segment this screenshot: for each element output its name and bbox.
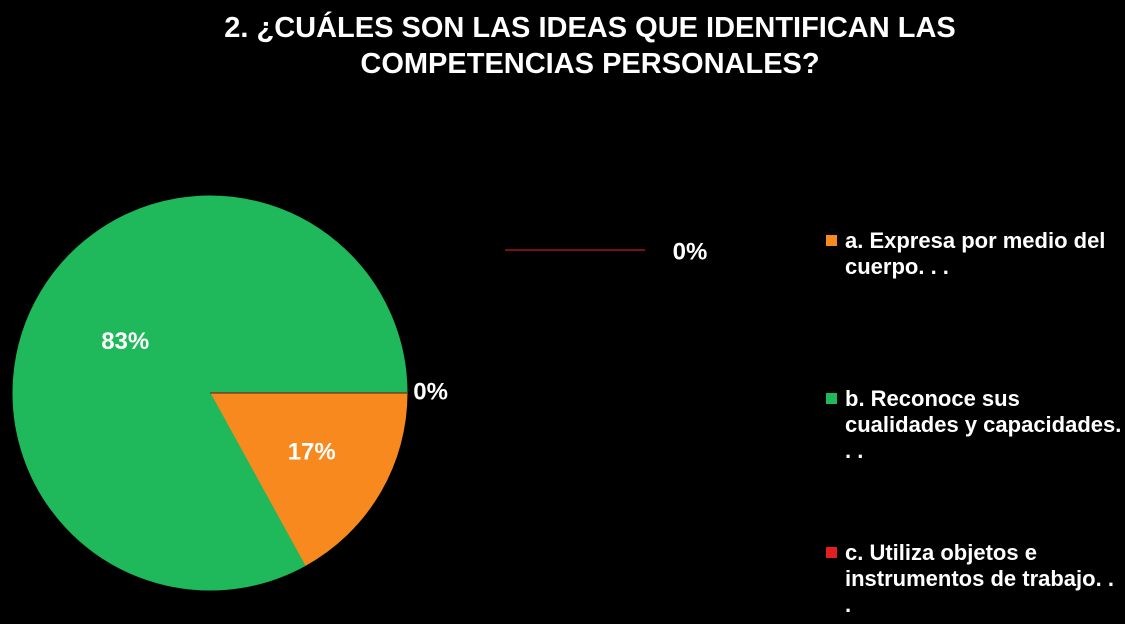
data-label: 83% bbox=[101, 328, 149, 355]
legend-label: a. Expresa por medio del cuerpo. . . bbox=[845, 228, 1106, 279]
legend-swatch bbox=[826, 547, 837, 558]
legend-label: c. Utiliza objetos e instrumentos de tra… bbox=[845, 540, 1114, 617]
legend-label: b. Reconoce sus cualidades y capacidades… bbox=[845, 386, 1122, 463]
data-label: 17% bbox=[288, 439, 336, 466]
legend-swatch bbox=[826, 393, 837, 404]
pie-slice bbox=[209, 392, 408, 567]
legend-swatch bbox=[826, 235, 837, 246]
data-label: 0% bbox=[413, 378, 448, 405]
chart-title: 2. ¿CUÁLES SON LAS IDEAS QUE IDENTIFICAN… bbox=[224, 12, 956, 80]
data-label: 0% bbox=[673, 238, 708, 265]
